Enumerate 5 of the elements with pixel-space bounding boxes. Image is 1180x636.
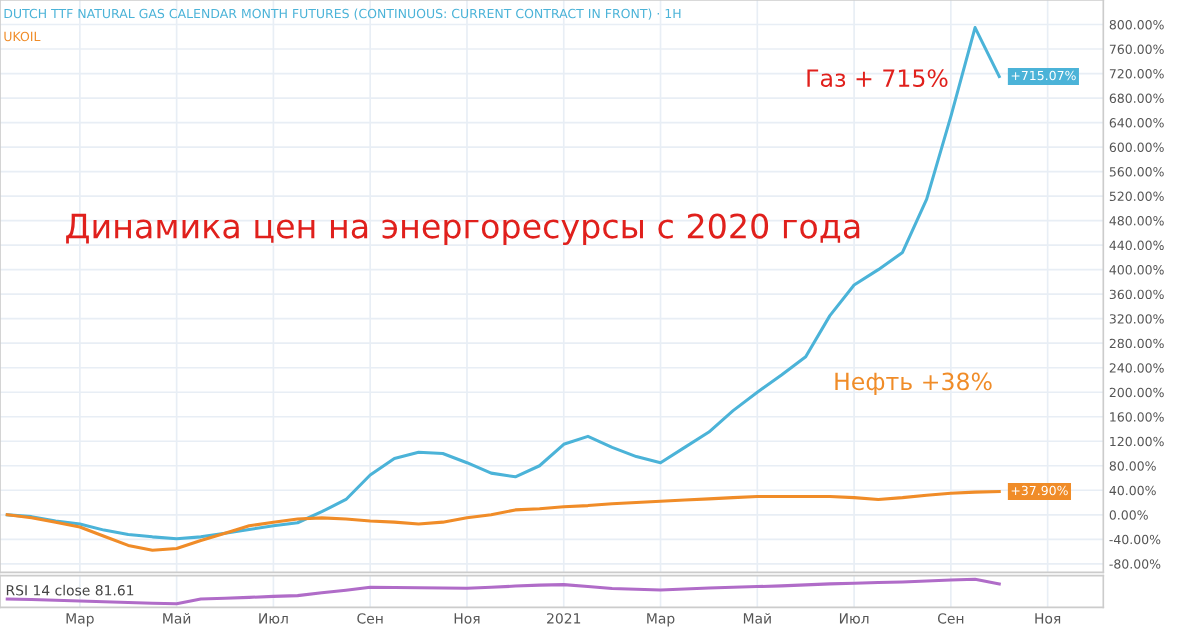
line-series	[5, 490, 1001, 552]
text: Динамика цен на энергоресурсы с 2020 года	[66, 213, 860, 246]
line-series	[5, 26, 1001, 541]
annotation: Газ + 715%	[807, 69, 948, 87]
annotation: Нефть +38%	[835, 372, 992, 395]
